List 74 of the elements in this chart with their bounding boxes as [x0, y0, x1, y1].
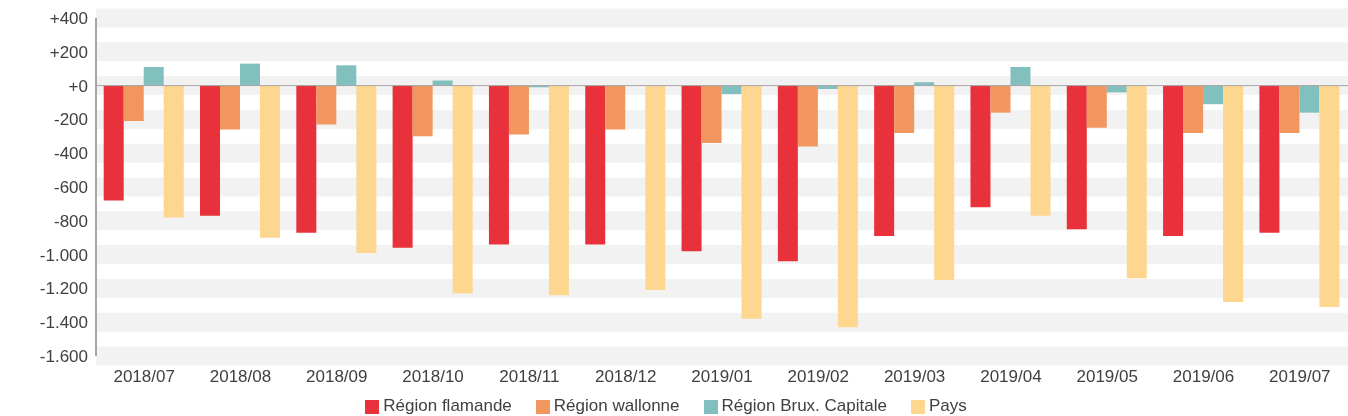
bar: [1279, 85, 1300, 133]
x-tick-label: 2019/06: [1172, 367, 1235, 387]
y-tick-label: +0: [68, 76, 88, 96]
bar: [452, 85, 473, 294]
x-tick-label: 2018/10: [402, 367, 464, 387]
bar: [163, 85, 184, 218]
bar: [721, 85, 742, 95]
bar: [1126, 85, 1147, 279]
bar: [894, 85, 915, 133]
bar: [1203, 85, 1224, 105]
y-tick-label: -200: [53, 110, 88, 130]
bar: [508, 85, 529, 135]
y-tick-label: -1.200: [39, 279, 88, 299]
legend-label: Pays: [928, 396, 967, 415]
bar: [392, 85, 413, 248]
y-tick-label: -400: [53, 144, 88, 164]
x-tick-label: 2019/01: [691, 367, 753, 387]
bar: [741, 85, 762, 319]
x-tick-label: 2018/07: [113, 367, 175, 387]
bar: [200, 85, 221, 216]
bar: [1030, 85, 1051, 216]
x-tick-label: 2018/11: [499, 367, 560, 387]
bar: [605, 85, 626, 130]
bar: [103, 85, 124, 201]
bar: [1183, 85, 1204, 133]
x-tick-label: 2019/03: [883, 367, 946, 387]
x-tick-label: 2019/02: [787, 367, 850, 387]
bar: [316, 85, 337, 125]
bar: [1066, 85, 1087, 230]
y-tick-label: -1.600: [39, 347, 88, 367]
bar: [356, 85, 377, 253]
legend-label: Région flamande: [383, 396, 512, 415]
bar: [777, 85, 798, 262]
y-tick-label: +200: [49, 42, 88, 62]
x-tick-label: 2019/04: [980, 367, 1042, 387]
x-tick-label: 2019/07: [1269, 367, 1331, 387]
x-tick-label: 2018/09: [306, 367, 368, 387]
bar: [412, 85, 433, 137]
bar: [701, 85, 722, 144]
bar: [1223, 85, 1244, 302]
bar: [220, 85, 241, 130]
bar: [645, 85, 666, 291]
bar: [681, 85, 702, 252]
bar: [488, 85, 509, 245]
bar: [1086, 85, 1107, 128]
x-tick-label: 2018/12: [594, 367, 657, 387]
bar: [143, 67, 164, 86]
y-tick-label: -800: [53, 211, 88, 231]
bar: [240, 63, 261, 86]
bar: [970, 85, 991, 208]
bar: [874, 85, 895, 237]
bar: [1259, 85, 1280, 233]
bar: [990, 85, 1011, 113]
x-tick-label: 2019/05: [1076, 367, 1138, 387]
y-tick-label: -1.000: [39, 245, 88, 265]
bar: [296, 85, 317, 233]
y-tick-label: -1.400: [39, 313, 88, 333]
bar: [260, 85, 281, 238]
bar: [1299, 85, 1320, 113]
bar: [123, 85, 144, 122]
legend-label: Région Brux. Capitale: [721, 396, 887, 415]
bar: [548, 85, 569, 296]
y-tick-label: -600: [53, 178, 88, 198]
bar: [1319, 85, 1340, 307]
legend-label: Région wallonne: [553, 396, 680, 415]
bar: [1163, 85, 1184, 237]
bar: [797, 85, 818, 147]
y-tick-label: +400: [49, 9, 88, 29]
bar: [585, 85, 606, 245]
bar: [336, 65, 357, 86]
bar: [1010, 67, 1031, 86]
x-tick-label: 2018/08: [209, 367, 272, 387]
bar: [934, 85, 955, 280]
bar: [837, 85, 858, 328]
